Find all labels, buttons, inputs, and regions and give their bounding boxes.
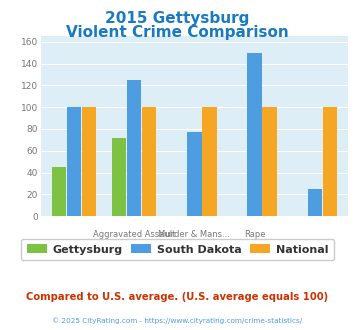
Bar (247, 53, 262, 216)
Text: Violent Crime Comparison: Violent Crime Comparison (66, 25, 289, 40)
Text: Rape: Rape (244, 230, 265, 239)
Bar (202, 107, 217, 216)
Text: Compared to U.S. average. (U.S. average equals 100): Compared to U.S. average. (U.S. average … (26, 292, 329, 302)
Text: 2015 Gettysburg: 2015 Gettysburg (105, 11, 250, 25)
Bar (142, 107, 156, 216)
Text: All Violent Crime: All Violent Crime (39, 243, 109, 251)
Legend: Gettysburg, South Dakota, National: Gettysburg, South Dakota, National (21, 239, 334, 260)
Bar (262, 107, 277, 216)
Bar (52, 167, 66, 216)
Text: © 2025 CityRating.com - https://www.cityrating.com/crime-statistics/: © 2025 CityRating.com - https://www.city… (53, 317, 302, 324)
Bar (187, 132, 202, 216)
Text: Aggravated Assault: Aggravated Assault (93, 230, 175, 239)
Bar (82, 107, 96, 216)
Bar (323, 107, 337, 216)
Text: Murder & Mans...: Murder & Mans... (158, 230, 230, 239)
Bar (67, 107, 81, 216)
Bar (308, 189, 322, 216)
Text: Robbery: Robbery (297, 243, 332, 251)
Bar (112, 138, 126, 216)
Bar (127, 80, 141, 216)
